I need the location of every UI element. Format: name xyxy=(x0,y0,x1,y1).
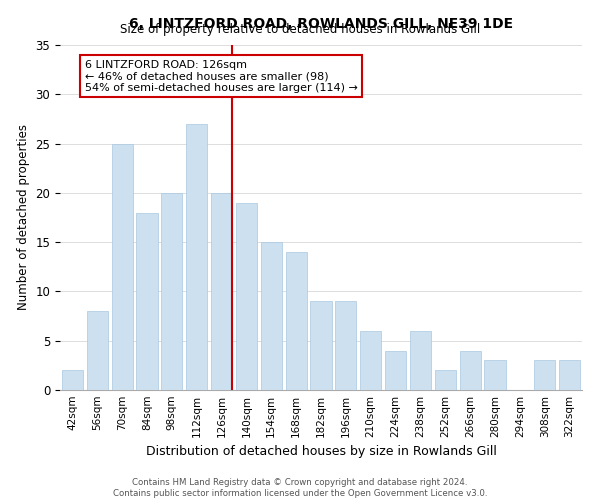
Bar xyxy=(335,302,356,390)
Bar xyxy=(559,360,580,390)
Bar xyxy=(534,360,555,390)
Text: Contains HM Land Registry data © Crown copyright and database right 2024.
Contai: Contains HM Land Registry data © Crown c… xyxy=(113,478,487,498)
Bar xyxy=(385,350,406,390)
Bar xyxy=(286,252,307,390)
Bar xyxy=(161,193,182,390)
Title: 6, LINTZFORD ROAD, ROWLANDS GILL, NE39 1DE: 6, LINTZFORD ROAD, ROWLANDS GILL, NE39 1… xyxy=(129,18,513,32)
Bar xyxy=(87,311,108,390)
Bar xyxy=(186,124,207,390)
Bar xyxy=(136,212,158,390)
Bar xyxy=(435,370,456,390)
Bar xyxy=(460,350,481,390)
Bar xyxy=(211,193,232,390)
Bar xyxy=(360,331,381,390)
Bar xyxy=(261,242,282,390)
Bar xyxy=(484,360,506,390)
Bar xyxy=(236,202,257,390)
Y-axis label: Number of detached properties: Number of detached properties xyxy=(17,124,30,310)
Bar xyxy=(410,331,431,390)
Bar xyxy=(310,302,332,390)
Text: 6 LINTZFORD ROAD: 126sqm
← 46% of detached houses are smaller (98)
54% of semi-d: 6 LINTZFORD ROAD: 126sqm ← 46% of detach… xyxy=(85,60,358,93)
X-axis label: Distribution of detached houses by size in Rowlands Gill: Distribution of detached houses by size … xyxy=(146,446,496,458)
Text: Size of property relative to detached houses in Rowlands Gill: Size of property relative to detached ho… xyxy=(120,22,480,36)
Bar xyxy=(112,144,133,390)
Bar xyxy=(62,370,83,390)
